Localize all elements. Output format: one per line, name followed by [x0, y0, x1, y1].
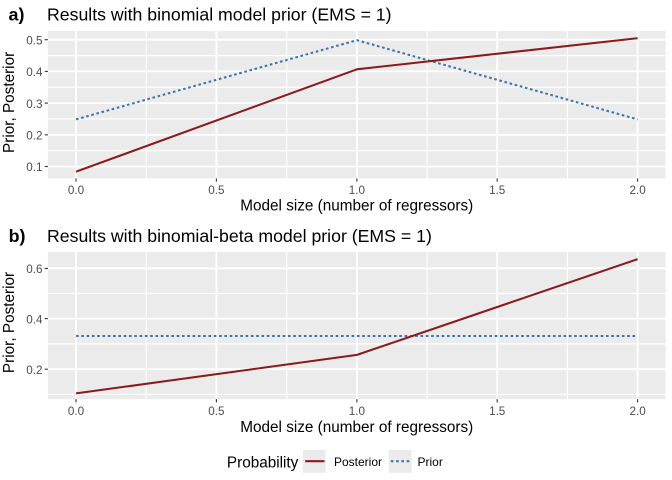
svg-text:Model size (number of regresso: Model size (number of regressors) — [240, 419, 473, 436]
svg-text:Model size (number of regresso: Model size (number of regressors) — [240, 197, 473, 214]
svg-text:0.5: 0.5 — [26, 34, 43, 47]
svg-text:0.0: 0.0 — [68, 405, 85, 418]
svg-text:Prior, Posterior: Prior, Posterior — [1, 52, 18, 153]
svg-text:0.2: 0.2 — [26, 130, 42, 143]
svg-text:0.4: 0.4 — [26, 313, 43, 326]
svg-text:0.4: 0.4 — [26, 66, 43, 79]
svg-text:b): b) — [9, 226, 26, 246]
svg-text:Results with binomial-beta mod: Results with binomial-beta model prior (… — [47, 226, 432, 246]
svg-text:0.5: 0.5 — [208, 184, 225, 197]
svg-text:Results with binomial model pr: Results with binomial model prior (EMS =… — [47, 4, 392, 24]
svg-text:Prior, Posterior: Prior, Posterior — [1, 272, 18, 373]
svg-text:0.3: 0.3 — [26, 98, 42, 111]
svg-text:Posterior: Posterior — [334, 455, 382, 469]
svg-text:1.5: 1.5 — [489, 184, 506, 197]
svg-text:1.0: 1.0 — [349, 405, 366, 418]
svg-text:Prior: Prior — [418, 455, 443, 469]
svg-text:a): a) — [9, 4, 25, 24]
svg-text:1.5: 1.5 — [489, 405, 506, 418]
svg-text:0.1: 0.1 — [26, 161, 42, 174]
svg-text:0.0: 0.0 — [68, 184, 85, 197]
svg-text:0.5: 0.5 — [208, 405, 225, 418]
svg-text:2.0: 2.0 — [629, 405, 646, 418]
svg-text:Probability: Probability — [227, 454, 299, 471]
svg-text:1.0: 1.0 — [349, 184, 366, 197]
svg-text:0.6: 0.6 — [26, 263, 42, 276]
svg-text:0.2: 0.2 — [26, 364, 42, 377]
svg-text:2.0: 2.0 — [629, 184, 646, 197]
